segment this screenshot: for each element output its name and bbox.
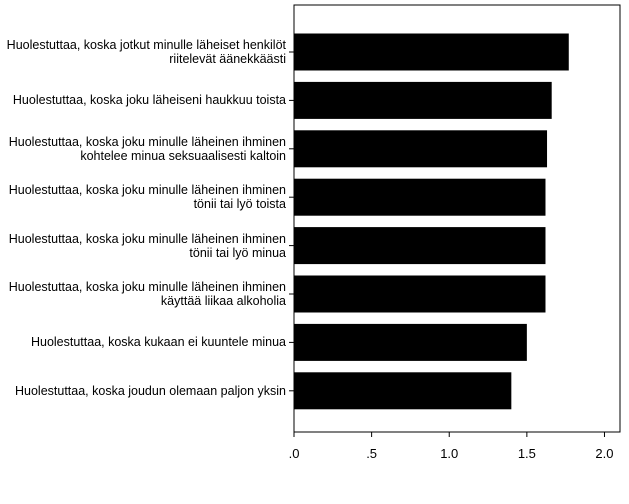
y-tick-label: Huolestuttaa, koska joku minulle läheine… bbox=[8, 183, 286, 212]
x-tick-label: 1.0 bbox=[440, 446, 458, 461]
x-tick-label: 1.5 bbox=[518, 446, 536, 461]
x-tick-label: .0 bbox=[289, 446, 300, 461]
bar bbox=[294, 275, 546, 313]
plot-frame bbox=[293, 4, 621, 433]
y-tick-label: Huolestuttaa, koska joudun olemaan paljo… bbox=[14, 383, 286, 398]
x-tick-label: 2.0 bbox=[595, 446, 613, 461]
bar bbox=[294, 130, 548, 168]
x-tick-label: .5 bbox=[366, 446, 377, 461]
bar bbox=[294, 372, 512, 410]
bar bbox=[294, 81, 552, 119]
bar bbox=[294, 323, 527, 361]
y-tick-label: Huolestuttaa, koska joku minulle läheine… bbox=[8, 280, 286, 308]
bar bbox=[294, 178, 546, 216]
bar bbox=[294, 227, 546, 265]
bar bbox=[294, 33, 569, 71]
y-tick-label: Huolestuttaa, koska joku läheiseni haukk… bbox=[12, 93, 286, 108]
y-tick-label: Huolestuttaa, koska joku minulle läheine… bbox=[8, 231, 286, 260]
y-tick-label: Huolestuttaa, koska kukaan ei kuuntele m… bbox=[30, 335, 286, 350]
y-tick-label: Huolestuttaa, koska joku minulle läheine… bbox=[8, 134, 286, 163]
y-tick-label: Huolestuttaa, koska jotkut minulle lähei… bbox=[6, 38, 286, 66]
